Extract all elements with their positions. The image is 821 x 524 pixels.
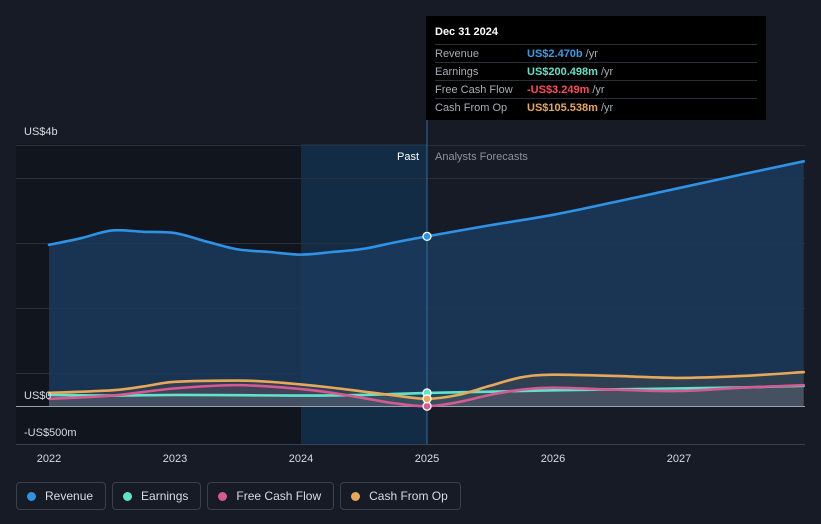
legend-item-revenue[interactable]: Revenue xyxy=(16,482,107,510)
tooltip-unit: /yr xyxy=(600,65,614,78)
x-tick-label: 2023 xyxy=(163,453,187,465)
x-tick-label: 2024 xyxy=(289,453,313,465)
tooltip-value: -US$3.249m xyxy=(527,83,590,96)
legend-label: Free Cash Flow xyxy=(236,489,322,503)
legend-item-cash-from-op[interactable]: Cash From Op xyxy=(340,482,461,510)
forecast-label: Analysts Forecasts xyxy=(435,151,528,163)
tooltip-row-revenue: Revenue US$2.470b /yr xyxy=(435,44,757,62)
current-markers xyxy=(422,231,432,411)
y-tick-label: -US$500m xyxy=(24,427,77,439)
tooltip-value: US$2.470b xyxy=(527,47,583,60)
x-tick-label: 2025 xyxy=(415,453,439,465)
legend-dot-icon xyxy=(123,491,133,501)
tooltip-date: Dec 31 2024 xyxy=(435,26,498,38)
series-line-cash-from-op xyxy=(47,370,805,401)
tooltip-row-earnings: Earnings US$200.498m /yr xyxy=(435,62,757,80)
data-point-revenue xyxy=(422,231,432,242)
legend-dot-icon xyxy=(351,491,361,501)
legend-label: Earnings xyxy=(141,489,189,503)
tooltip-unit: /yr xyxy=(585,47,598,60)
series-area-cash-from-op xyxy=(49,372,804,406)
x-tick-label: 2022 xyxy=(37,453,61,465)
tooltip-unit: /yr xyxy=(600,101,614,114)
legend-item-earnings[interactable]: Earnings xyxy=(112,482,202,510)
series-line-revenue xyxy=(47,160,805,256)
x-tick-label: 2026 xyxy=(541,453,565,465)
legend-item-free-cash-flow[interactable]: Free Cash Flow xyxy=(207,482,335,510)
tooltip: Dec 31 2024 Revenue US$2.470b /yr Earnin… xyxy=(426,16,766,120)
legend-dot-icon xyxy=(27,491,36,501)
tooltip-row-cash-from-op: Cash From Op US$105.538m /yr xyxy=(435,98,757,116)
past-label: Past xyxy=(397,151,419,163)
legend-label: Revenue xyxy=(45,489,94,503)
y-tick-label: US$4b xyxy=(24,126,58,138)
legend-label: Cash From Op xyxy=(369,489,448,503)
legend: Revenue Earnings Free Cash Flow Cash Fro… xyxy=(16,482,461,512)
x-tick-label: 2027 xyxy=(667,453,691,465)
tooltip-value: US$200.498m xyxy=(527,65,598,78)
tooltip-label: Cash From Op xyxy=(435,101,508,114)
legend-dot-icon xyxy=(218,491,228,501)
tooltip-value: US$105.538m xyxy=(527,101,598,114)
y-axis-labels: US$4b US$0 -US$500m xyxy=(24,126,77,439)
tooltip-label: Free Cash Flow xyxy=(435,83,513,96)
tooltip-unit: /yr xyxy=(592,83,605,96)
x-axis-labels: 2022 2023 2024 2025 2026 2027 xyxy=(37,453,691,465)
tooltip-label: Earnings xyxy=(435,65,479,78)
tooltip-row-free-cash-flow: Free Cash Flow -US$3.249m /yr xyxy=(435,80,757,98)
y-tick-label: US$0 xyxy=(24,390,52,402)
series-area-revenue xyxy=(49,161,804,406)
data-point-cash-from-op xyxy=(422,394,432,404)
tooltip-label: Revenue xyxy=(435,47,480,60)
